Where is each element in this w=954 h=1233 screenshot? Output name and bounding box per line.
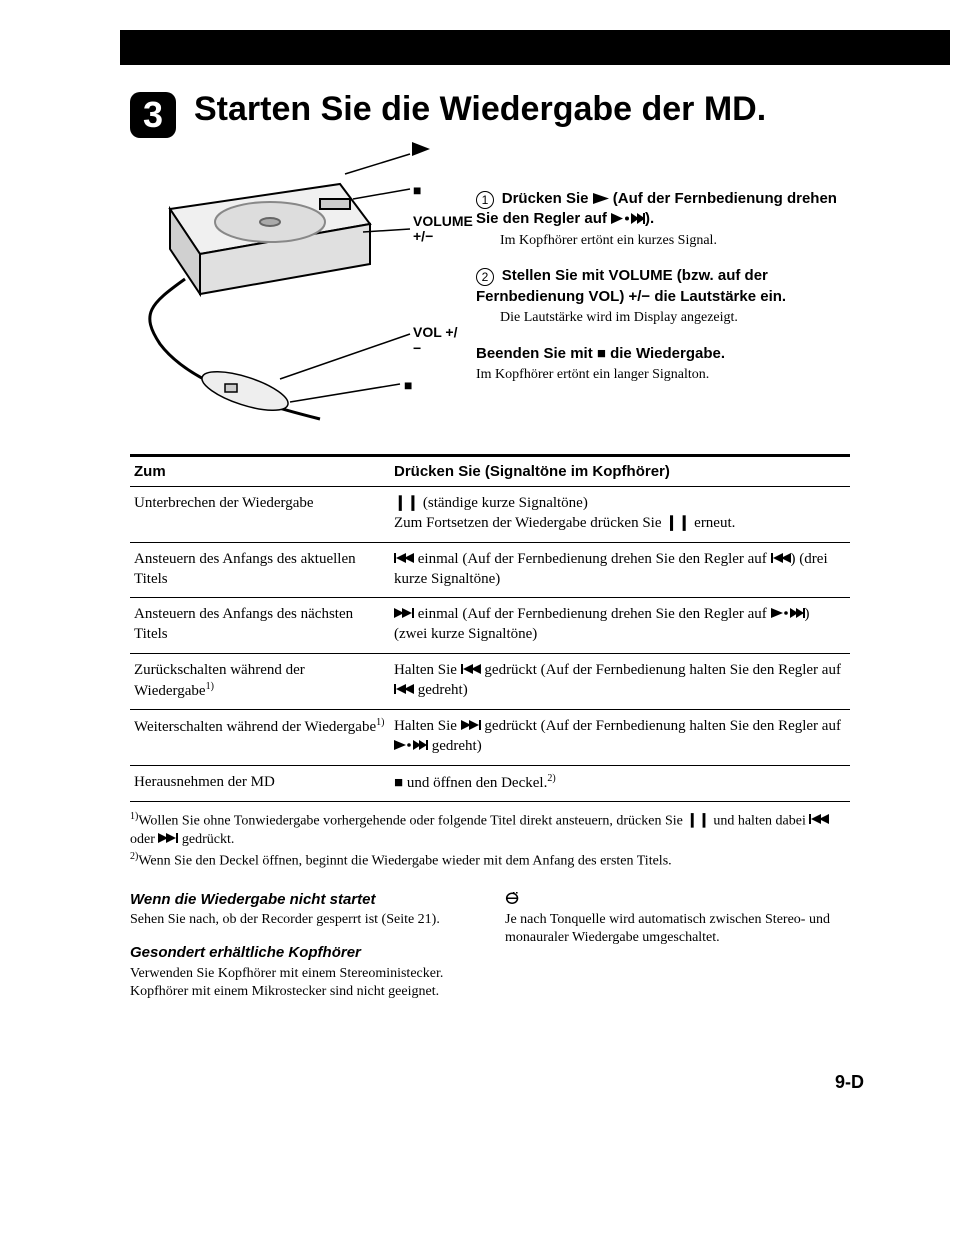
op-left: Herausnehmen der MD bbox=[130, 765, 390, 801]
op-right: Halten Sie gedrückt (Auf der Fernbedienu… bbox=[390, 710, 850, 766]
prev-icon bbox=[394, 552, 414, 567]
table-row: Weiterschalten während der Wiedergabe1)H… bbox=[130, 710, 850, 766]
op-right: ❙❙ (ständige kurze Signaltöne)Zum Fortse… bbox=[390, 487, 850, 543]
page-number: 9-D bbox=[835, 1072, 864, 1093]
circled-1: 1 bbox=[476, 191, 494, 209]
op-left: Unterbrechen der Wiedergabe bbox=[130, 487, 390, 543]
fn1-or: oder bbox=[130, 832, 158, 847]
table-row: Zurückschalten während der Wiedergabe1)H… bbox=[130, 653, 850, 710]
circled-2: 2 bbox=[476, 268, 494, 286]
device-svg bbox=[130, 144, 460, 444]
fn1-pre: Wollen Sie ohne Tonwiedergabe vorhergehe… bbox=[138, 813, 686, 828]
pause-icon: ❙❙ bbox=[394, 496, 419, 511]
inst1-prefix: Drücken Sie bbox=[502, 190, 593, 207]
pause-icon: ❙❙ bbox=[686, 814, 709, 828]
op-left: Zurückschalten während der Wiedergabe1) bbox=[130, 653, 390, 710]
fn1-mid: und halten dabei bbox=[710, 813, 810, 828]
play-icon bbox=[593, 192, 609, 207]
table-header-left: Zum bbox=[130, 457, 390, 487]
op-left: Ansteuern des Anfangs des aktuellen Tite… bbox=[130, 542, 390, 598]
op-right: Halten Sie gedrückt (Auf der Fernbedienu… bbox=[390, 653, 850, 710]
table-row: Ansteuern des Anfangs des aktuellen Tite… bbox=[130, 542, 850, 598]
col2-tip: Je nach Tonquelle wird automatisch zwisc… bbox=[505, 911, 850, 947]
table-row: Unterbrechen der Wiedergabe❙❙ (ständige … bbox=[130, 487, 850, 543]
inst1-suffix: ). bbox=[645, 210, 654, 227]
bottom-col-left: Wenn die Wiedergabe nicht startet Sehen … bbox=[130, 890, 475, 1002]
prev-icon bbox=[809, 814, 829, 828]
play-next-icon bbox=[771, 607, 805, 622]
instruction-stop: Beenden Sie mit ■ die Wiedergabe. Im Kop… bbox=[476, 344, 850, 385]
stop-sub: Im Kopfhörer ertönt ein langer Signalton… bbox=[476, 367, 709, 382]
top-black-bar bbox=[120, 30, 950, 65]
play-next-icon bbox=[394, 739, 428, 754]
fn2-text: Wenn Sie den Deckel öffnen, beginnt die … bbox=[138, 854, 671, 869]
instructions: 1 Drücken Sie (Auf der Fernbedienung dre… bbox=[476, 144, 850, 444]
next-icon bbox=[461, 719, 481, 734]
col1-para2: Verwenden Sie Kopfhörer mit einem Stereo… bbox=[130, 965, 475, 1001]
col1-heading2: Gesondert erhältliche Kopfhörer bbox=[130, 943, 475, 963]
bottom-columns: Wenn die Wiedergabe nicht startet Sehen … bbox=[130, 890, 850, 1002]
prev-icon bbox=[461, 663, 481, 678]
step-header: 3 Starten Sie die Wiedergabe der MD. bbox=[130, 88, 850, 138]
op-right: ■ und öffnen den Deckel.2) bbox=[390, 765, 850, 801]
fn1-post: gedrückt. bbox=[178, 832, 234, 847]
prev-icon bbox=[771, 552, 791, 567]
op-left: Weiterschalten während der Wiedergabe1) bbox=[130, 710, 390, 766]
operations-table: Zum Drücken Sie (Signaltöne im Kopfhörer… bbox=[130, 457, 850, 802]
diagram-row: ■ VOLUME+/− VOL +/− ■ 1 Drücken Sie (Auf… bbox=[130, 144, 850, 444]
label-pause-icon: ■ bbox=[404, 377, 412, 393]
next-icon bbox=[158, 833, 178, 847]
table-row: Ansteuern des Anfangs des nächsten Titel… bbox=[130, 598, 850, 654]
instruction-1: 1 Drücken Sie (Auf der Fernbedienung dre… bbox=[476, 189, 850, 250]
label-volume: VOLUME+/− bbox=[413, 214, 473, 245]
op-left: Ansteuern des Anfangs des nächsten Titel… bbox=[130, 598, 390, 654]
table-header-right: Drücken Sie (Signaltöne im Kopfhörer) bbox=[390, 457, 850, 487]
play-next-icon bbox=[611, 212, 645, 227]
footnote-2: 2)Wenn Sie den Deckel öffnen, beginnt di… bbox=[130, 850, 850, 872]
prev-icon bbox=[394, 683, 414, 698]
op-right: einmal (Auf der Fernbedienung drehen Sie… bbox=[390, 542, 850, 598]
step-number-badge: 3 bbox=[130, 92, 176, 138]
inst2-sub: Die Lautstärke wird im Display angezeigt… bbox=[500, 309, 738, 328]
step-title: Starten Sie die Wiedergabe der MD. bbox=[194, 88, 766, 131]
bottom-col-right: ⴱ̈ Je nach Tonquelle wird automatisch zw… bbox=[505, 890, 850, 1002]
instruction-2: 2 Stellen Sie mit VOLUME (bzw. auf der F… bbox=[476, 266, 850, 327]
col1-para1: Sehen Sie nach, ob der Recorder gesperrt… bbox=[130, 911, 475, 929]
inst1-sub: Im Kopfhörer ertönt ein kurzes Signal. bbox=[500, 232, 717, 251]
footnote-1: 1)Wollen Sie ohne Tonwiedergabe vorherge… bbox=[130, 810, 850, 850]
table-row: Herausnehmen der MD■ und öffnen den Deck… bbox=[130, 765, 850, 801]
inst2-text: Stellen Sie mit VOLUME (bzw. auf der Fer… bbox=[476, 267, 786, 304]
stop-icon: ■ bbox=[597, 346, 606, 361]
footnotes: 1)Wollen Sie ohne Tonwiedergabe vorherge… bbox=[130, 810, 850, 872]
stop-suffix: die Wiedergabe. bbox=[606, 345, 725, 362]
op-right: einmal (Auf der Fernbedienung drehen Sie… bbox=[390, 598, 850, 654]
stop-prefix: Beenden Sie mit bbox=[476, 345, 597, 362]
next-icon bbox=[394, 607, 414, 622]
device-diagram: ■ VOLUME+/− VOL +/− ■ bbox=[130, 144, 460, 444]
stop-icon: ■ bbox=[394, 776, 403, 791]
label-stop-icon: ■ bbox=[413, 182, 421, 198]
label-play-icon bbox=[412, 142, 430, 159]
pause-icon: ❙❙ bbox=[665, 516, 690, 531]
tip-icon: ⴱ̈ bbox=[505, 890, 850, 911]
col1-heading1: Wenn die Wiedergabe nicht startet bbox=[130, 890, 475, 910]
page-content: 3 Starten Sie die Wiedergabe der MD. bbox=[130, 88, 850, 1001]
label-vol-remote: VOL +/− bbox=[413, 324, 460, 356]
